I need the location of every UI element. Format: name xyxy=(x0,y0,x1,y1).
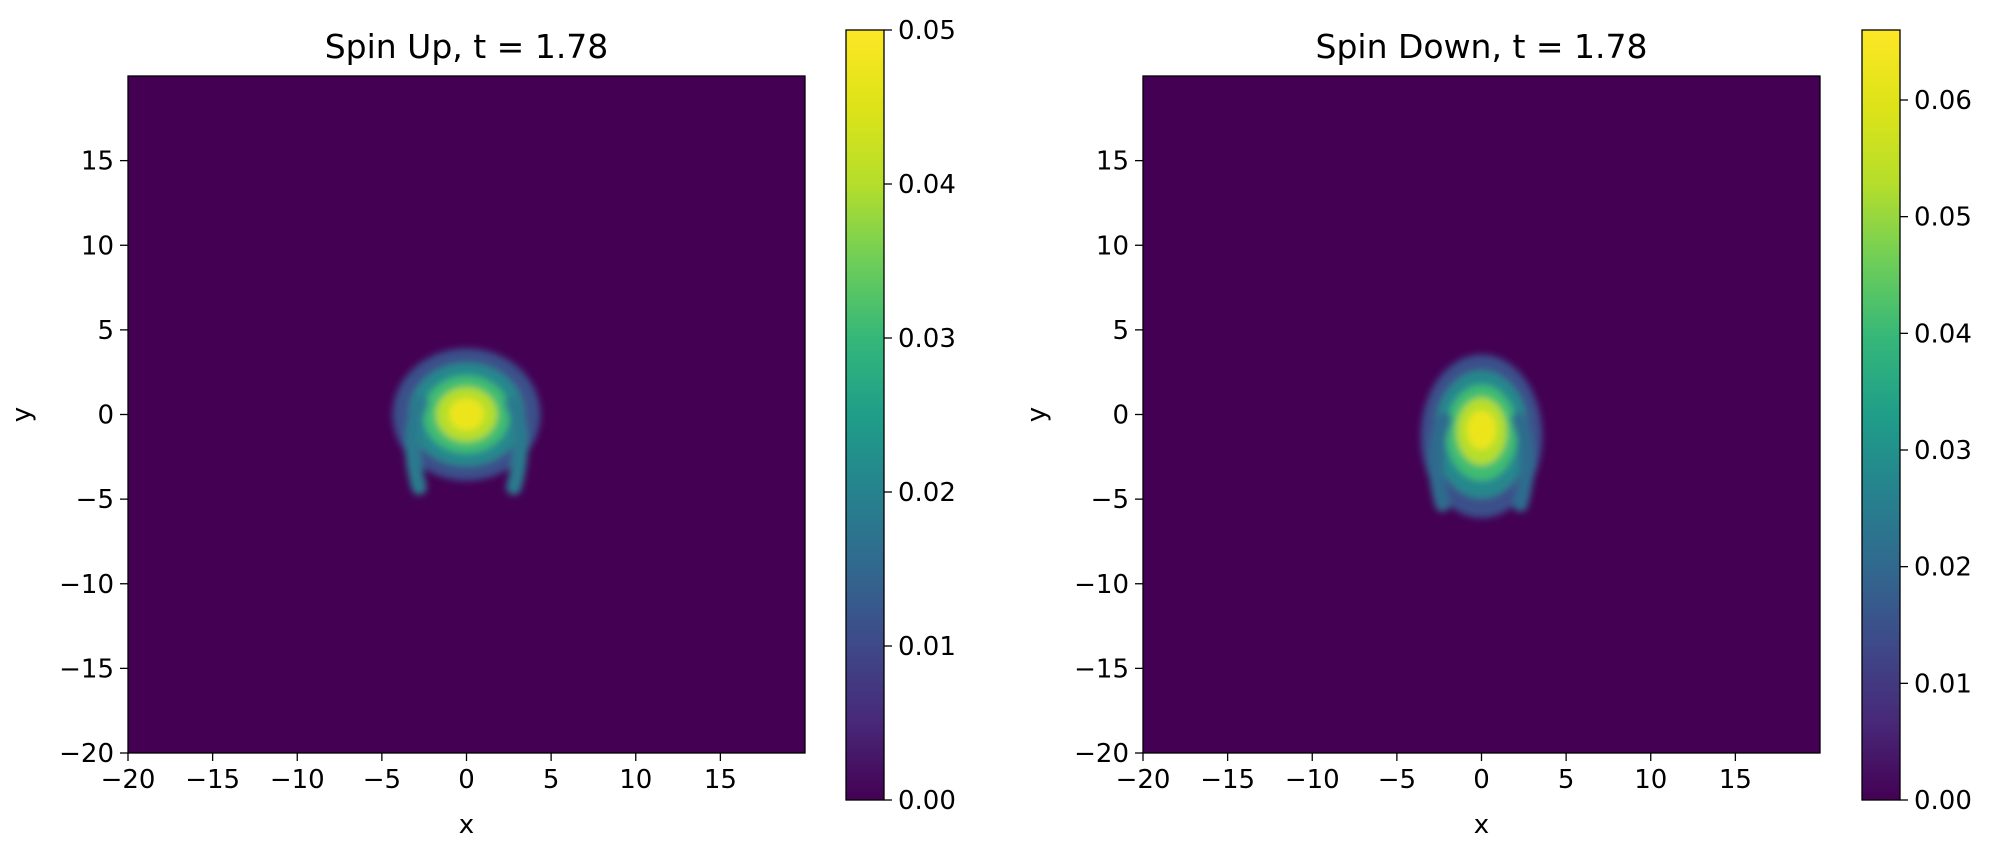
chart-title: Spin Up, t = 1.78 xyxy=(325,27,609,66)
colorbar-gradient xyxy=(846,30,884,800)
colorbar: 0.00 0.01 0.02 0.03 0.04 0.05 0.06 xyxy=(1861,29,1972,816)
panel-spin-up: −20 −15 −10 −5 0 5 10 15 −20 −15 −10 −5 0 5 10 15 Spin U… xyxy=(7,16,956,840)
y-tick-label: −20 xyxy=(1074,739,1129,769)
y-tick-label: −10 xyxy=(59,570,114,600)
x-tick-label: −5 xyxy=(363,765,401,795)
panels: −20 −15 −10 −5 0 5 10 15 −20 −15 −10 −5 0 5 10 15 Spin U… xyxy=(7,16,1972,840)
x-axis: −20 −15 −10 −5 0 5 10 15 xyxy=(101,753,737,795)
x-axis-label: x xyxy=(1474,810,1489,840)
y-tick-label: 10 xyxy=(1096,231,1129,261)
x-tick-label: 10 xyxy=(619,765,652,795)
colorbar-tick-label: 0.02 xyxy=(1914,553,1972,583)
y-tick-label: 15 xyxy=(81,147,114,177)
colorbar-tick-label: 0.03 xyxy=(898,324,956,354)
colorbar-tick-label: 0.02 xyxy=(898,478,956,508)
heatmap-fringe-arc xyxy=(504,395,528,495)
x-tick-label: −20 xyxy=(1116,765,1171,795)
x-tick-label: −10 xyxy=(1285,765,1340,795)
x-tick-label: −15 xyxy=(1200,765,1255,795)
heatmap-blob-layer xyxy=(1466,410,1497,450)
y-tick-label: −20 xyxy=(59,739,114,769)
y-tick-label: −15 xyxy=(59,654,114,684)
x-tick-label: −10 xyxy=(270,765,325,795)
x-tick-label: −5 xyxy=(1378,765,1416,795)
colorbar-frame xyxy=(1861,29,1901,801)
x-axis-label: x xyxy=(459,810,474,840)
y-tick-label: 0 xyxy=(1112,401,1129,431)
chart-title: Spin Down, t = 1.78 xyxy=(1316,27,1648,66)
y-tick-label: −10 xyxy=(1074,570,1129,600)
heatmap-blob-layer xyxy=(448,398,485,431)
x-axis: −20 −15 −10 −5 0 5 10 15 xyxy=(1116,753,1752,795)
y-tick-label: −5 xyxy=(76,485,114,515)
x-tick-label: 15 xyxy=(1719,765,1752,795)
colorbar-tick-label: 0.01 xyxy=(898,632,956,662)
colorbar-tick-label: 0.00 xyxy=(1914,786,1972,816)
colorbar-tick-label: 0.04 xyxy=(1914,319,1972,349)
heatmap-features xyxy=(1420,354,1543,518)
x-tick-label: 0 xyxy=(458,765,475,795)
colorbar-tick-label: 0.05 xyxy=(1914,203,1972,233)
colorbar-tick-label: 0.00 xyxy=(898,786,956,816)
y-axis: −20 −15 −10 −5 0 5 10 15 xyxy=(59,147,128,769)
y-tick-label: 0 xyxy=(97,401,114,431)
colorbar-tick-label: 0.06 xyxy=(1914,86,1972,116)
y-axis: −20 −15 −10 −5 0 5 10 15 xyxy=(1074,147,1143,769)
x-tick-label: −15 xyxy=(185,765,240,795)
heatmap-features xyxy=(392,348,541,495)
x-tick-label: 5 xyxy=(1558,765,1575,795)
colorbar-gradient xyxy=(1862,30,1900,800)
colorbar-tick-label: 0.01 xyxy=(1914,669,1972,699)
colorbar-tick-label: 0.05 xyxy=(898,16,956,46)
colorbar-tick-label: 0.03 xyxy=(1914,436,1972,466)
colorbar-frame xyxy=(845,29,885,801)
heatmap-fringe-arc xyxy=(1428,411,1452,512)
y-axis-label: y xyxy=(7,407,37,422)
x-tick-label: 10 xyxy=(1634,765,1667,795)
x-tick-label: 0 xyxy=(1473,765,1490,795)
heatmap-fringe-arc xyxy=(1511,411,1535,512)
panel-spin-down: −20 −15 −10 −5 0 5 10 15 −20 −15 −10 −5 0 5 10 15 Spin D… xyxy=(1022,27,1972,840)
y-tick-label: −5 xyxy=(1091,485,1129,515)
heatmap-fringe-arc xyxy=(405,395,429,495)
y-tick-label: 10 xyxy=(81,231,114,261)
y-tick-label: −15 xyxy=(1074,654,1129,684)
y-axis-label: y xyxy=(1022,407,1052,422)
x-tick-label: 15 xyxy=(704,765,737,795)
colorbar-tick-label: 0.04 xyxy=(898,170,956,200)
x-tick-label: −20 xyxy=(101,765,156,795)
x-tick-label: 5 xyxy=(543,765,560,795)
colorbar: 0.00 0.01 0.02 0.03 0.04 0.05 xyxy=(845,16,956,816)
y-tick-label: 5 xyxy=(97,316,114,346)
y-tick-label: 15 xyxy=(1096,147,1129,177)
y-tick-label: 5 xyxy=(1112,316,1129,346)
